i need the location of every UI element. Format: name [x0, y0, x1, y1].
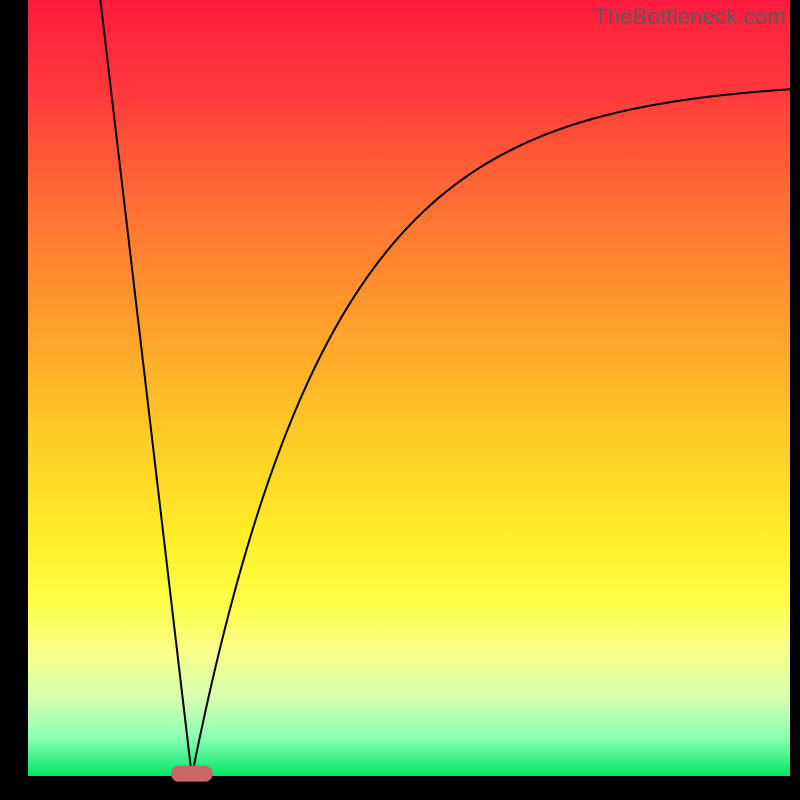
- optimal-marker: [171, 766, 213, 782]
- bottleneck-chart: TheBottleneck.com: [0, 0, 800, 800]
- plot-background: [28, 0, 790, 776]
- watermark-text: TheBottleneck.com: [594, 4, 786, 30]
- chart-svg: [0, 0, 800, 800]
